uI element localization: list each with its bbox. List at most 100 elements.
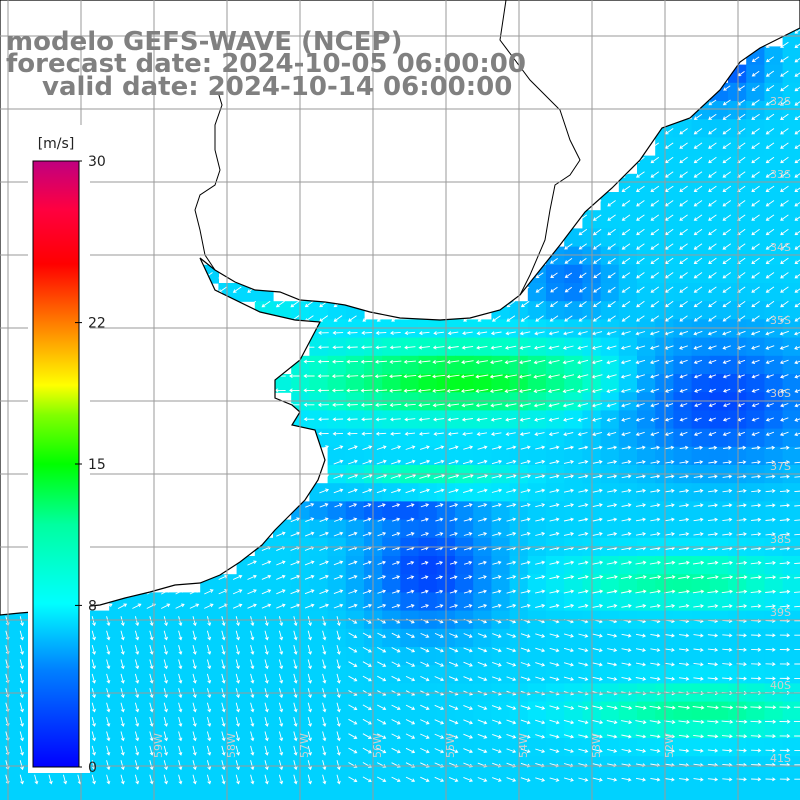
speed-cell xyxy=(345,592,365,612)
speed-cell xyxy=(345,483,365,502)
wind-arrow xyxy=(419,488,431,494)
speed-cell xyxy=(291,556,310,575)
wind-arrow xyxy=(766,445,776,450)
speed-cell xyxy=(473,592,492,612)
wind-arrow xyxy=(492,676,502,682)
wind-arrow xyxy=(290,560,301,566)
speed-cell xyxy=(254,647,274,666)
wind-arrow xyxy=(462,474,474,479)
wind-arrow xyxy=(564,315,573,322)
wind-arrow xyxy=(562,345,574,350)
wind-arrow xyxy=(750,589,762,594)
wind-arrow xyxy=(607,748,618,753)
wind-arrow xyxy=(420,517,429,522)
wind-arrow xyxy=(722,532,733,537)
wind-arrow xyxy=(34,774,39,785)
wind-arrow xyxy=(636,185,645,192)
speed-cell xyxy=(746,101,765,120)
wind-arrow xyxy=(520,575,531,580)
wind-arrow xyxy=(336,731,341,742)
speed-cell xyxy=(637,738,656,757)
speed-cell xyxy=(273,719,292,739)
speed-cell xyxy=(418,719,438,739)
speed-cell xyxy=(254,592,274,612)
wind-arrow xyxy=(693,431,702,436)
wind-arrow xyxy=(389,403,402,408)
wind-arrow xyxy=(392,560,401,565)
speed-cell xyxy=(764,264,784,284)
wind-arrow xyxy=(665,460,675,465)
wind-arrow xyxy=(664,374,674,379)
wind-arrow xyxy=(636,200,645,207)
wind-arrow xyxy=(361,345,373,350)
wind-arrow xyxy=(293,673,298,684)
speed-cell xyxy=(782,556,800,575)
wind-arrow xyxy=(290,531,301,537)
wind-arrow xyxy=(261,560,272,566)
wind-arrow xyxy=(492,589,502,594)
wind-arrow xyxy=(304,300,314,308)
wind-arrow xyxy=(477,603,488,609)
wind-arrow xyxy=(293,731,298,742)
wind-arrow xyxy=(678,705,691,710)
wind-arrow xyxy=(578,258,587,264)
wind-arrow xyxy=(91,745,96,756)
wind-arrow xyxy=(679,214,688,221)
wind-arrow xyxy=(250,702,255,713)
wind-arrow xyxy=(490,403,503,408)
wind-arrow xyxy=(563,662,574,667)
wind-arrow xyxy=(377,531,387,537)
wind-arrow xyxy=(491,445,503,450)
wind-arrow xyxy=(722,474,733,479)
speed-cell xyxy=(600,228,620,248)
wind-arrow xyxy=(535,488,546,493)
wind-arrow xyxy=(221,659,226,670)
wind-arrow xyxy=(564,243,573,250)
wind-arrow xyxy=(707,589,719,594)
speed-cell xyxy=(327,574,347,593)
wind-arrow xyxy=(563,503,575,508)
speed-cell xyxy=(728,374,747,393)
wind-arrow xyxy=(707,647,719,652)
speed-cell xyxy=(637,210,656,229)
speed-cell xyxy=(764,137,784,157)
speed-cell xyxy=(691,628,711,648)
speed-cell xyxy=(527,337,547,357)
speed-cell xyxy=(673,665,693,684)
wind-arrow xyxy=(333,589,344,595)
wind-arrow xyxy=(794,245,800,250)
wind-arrow xyxy=(549,748,560,754)
speed-cell xyxy=(709,228,729,248)
speed-cell xyxy=(163,665,183,684)
wind-arrow xyxy=(404,473,417,479)
speed-cell xyxy=(163,592,183,612)
speed-cell xyxy=(728,337,747,357)
speed-cell xyxy=(291,592,310,612)
wind-arrow xyxy=(290,517,300,523)
wind-arrow xyxy=(635,633,647,638)
wind-arrow xyxy=(360,359,373,364)
speed-cell xyxy=(455,738,474,757)
wind-arrow xyxy=(420,532,429,536)
speed-cell xyxy=(782,428,800,448)
wind-arrow xyxy=(751,474,762,479)
wind-arrow xyxy=(707,734,719,739)
wind-arrow xyxy=(548,403,560,408)
wind-arrow xyxy=(348,315,357,322)
latitude-label: 41S xyxy=(770,752,791,765)
speed-cell xyxy=(273,647,292,666)
speed-cell xyxy=(618,374,638,393)
wind-arrow xyxy=(392,575,401,580)
wind-arrow xyxy=(722,228,732,236)
wind-arrow xyxy=(579,286,587,293)
wind-arrow xyxy=(163,716,168,727)
wind-arrow xyxy=(794,548,800,550)
wind-arrow xyxy=(722,113,731,120)
wind-arrow xyxy=(592,503,603,508)
wind-arrow xyxy=(578,301,587,307)
wind-arrow xyxy=(163,616,168,627)
wind-arrow xyxy=(591,345,603,350)
wind-arrow xyxy=(348,618,358,624)
wind-arrow xyxy=(221,774,226,785)
wind-arrow xyxy=(448,704,459,710)
